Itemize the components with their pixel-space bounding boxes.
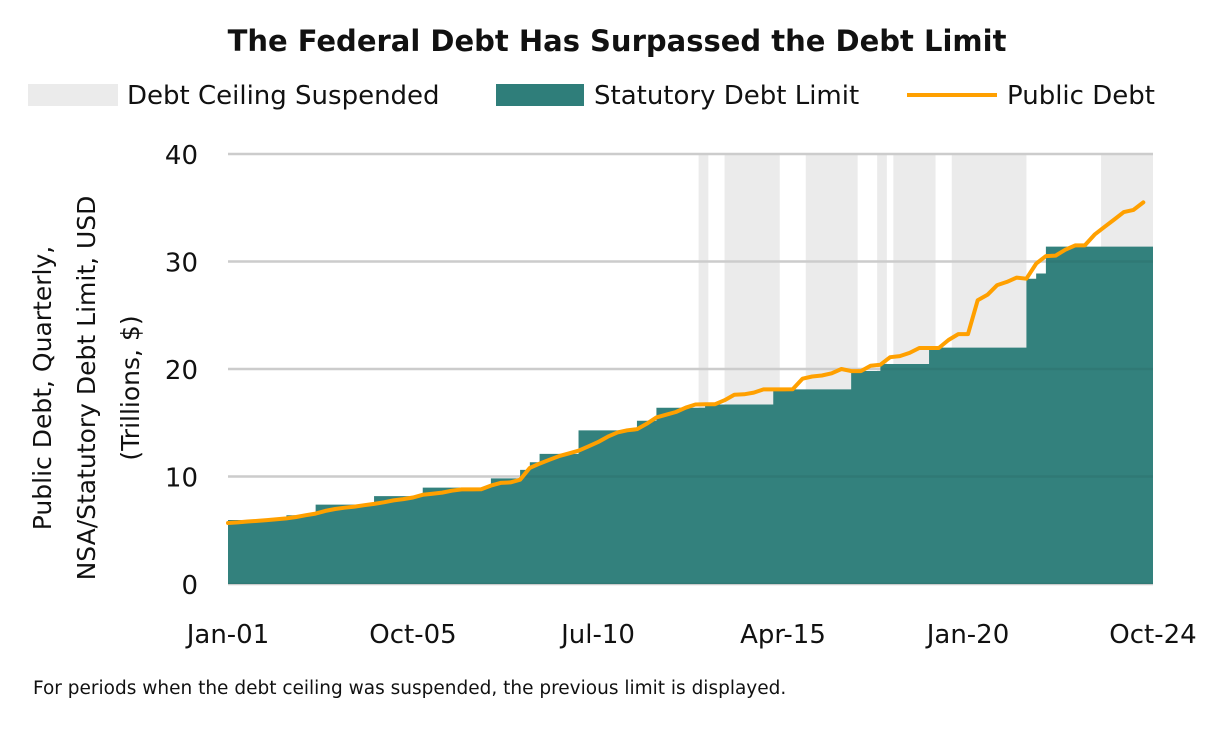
footnote: For periods when the debt ceiling was su… <box>33 678 786 699</box>
legend: Debt Ceiling Suspended Statutory Debt Li… <box>28 81 1155 111</box>
y-axis-ticks: 0 10 20 30 40 <box>165 141 198 601</box>
legend-label-suspended: Debt Ceiling Suspended <box>127 81 440 111</box>
x-tick-label: Jul-10 <box>559 620 635 650</box>
y-tick-label: 30 <box>165 249 198 279</box>
y-axis-label-line-3: (Trillions, $) <box>116 315 145 460</box>
y-axis-label: Public Debt, Quarterly, NSA/Statutory De… <box>28 196 145 581</box>
x-axis-ticks: Jan-01 Oct-05 Jul-10 Apr-15 Jan-20 Oct-24 <box>185 620 1197 650</box>
legend-swatch-limit <box>496 84 584 106</box>
x-tick-label: Jan-20 <box>925 620 1010 650</box>
chart-title: The Federal Debt Has Surpassed the Debt … <box>228 24 1007 58</box>
x-tick-label: Apr-15 <box>740 620 826 650</box>
debt-limit-area <box>228 246 1153 585</box>
legend-label-debt: Public Debt <box>1007 81 1155 111</box>
debt-limit-area-path <box>228 246 1153 585</box>
gridlines-overlay <box>228 152 1153 586</box>
legend-swatch-suspended <box>28 84 118 106</box>
x-tick-label: Jan-01 <box>185 620 270 650</box>
y-tick-label: 0 <box>181 571 198 601</box>
y-axis-label-line-2: NSA/Statutory Debt Limit, USD <box>72 196 101 581</box>
y-tick-label: 20 <box>165 356 198 386</box>
y-axis-label-line-1: Public Debt, Quarterly, <box>28 246 57 530</box>
public-debt-line <box>226 200 1146 525</box>
x-tick-label: Oct-24 <box>1109 620 1196 650</box>
legend-label-limit: Statutory Debt Limit <box>594 81 859 111</box>
public-debt-series <box>226 200 1146 525</box>
y-tick-label: 40 <box>165 141 198 171</box>
x-tick-label: Oct-05 <box>369 620 456 650</box>
y-tick-label: 10 <box>165 464 198 494</box>
